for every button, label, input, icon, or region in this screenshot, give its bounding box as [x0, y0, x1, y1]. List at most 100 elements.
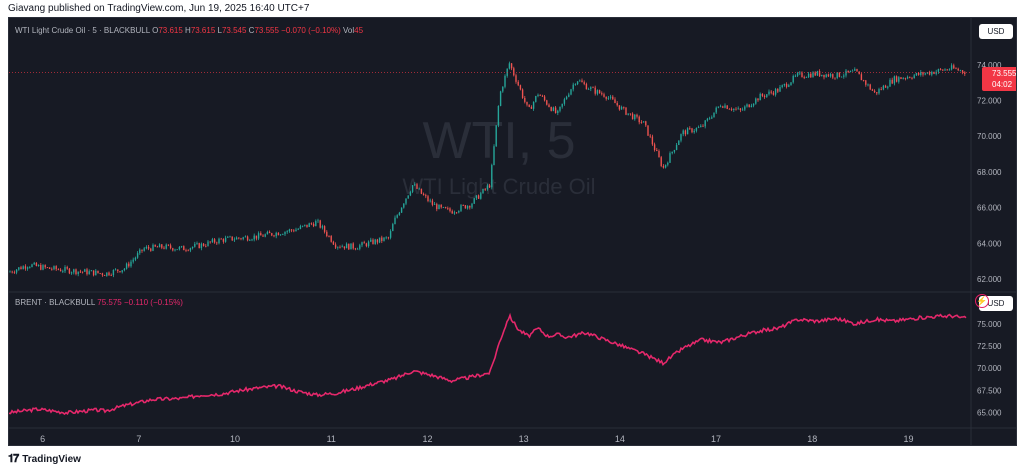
wti-candle-body: [26, 267, 29, 269]
wti-candle-body: [653, 144, 656, 150]
wti-candle-body: [460, 205, 462, 211]
wti-candle-body: [112, 269, 115, 276]
wti-candle-body: [409, 191, 412, 196]
wti-candle-body: [282, 234, 284, 236]
wti-candle-body: [40, 265, 42, 270]
wti-candle-body: [810, 73, 812, 78]
wti-candle-body: [383, 237, 385, 241]
wti-candle-body: [125, 263, 128, 269]
wti-candle-body: [53, 266, 55, 270]
wti-candle-body: [660, 157, 662, 167]
wti-candle-body: [156, 246, 159, 248]
wti-candle-body: [790, 82, 792, 86]
currency-button-top[interactable]: USD: [979, 24, 1013, 39]
wti-candle-body: [222, 239, 225, 242]
wti-candle-body: [240, 238, 242, 240]
wti-candle-body: [51, 268, 53, 270]
wti-candle-body: [948, 69, 951, 71]
wti-candle-body: [13, 272, 16, 274]
wti-candle-body: [807, 73, 810, 78]
wti-candle-body: [486, 185, 489, 190]
wti-candle-body: [198, 243, 200, 249]
wti-candle-body: [858, 71, 860, 75]
wti-candle-body: [546, 100, 548, 105]
wti-close-label: C: [248, 26, 255, 35]
brent-change: −0.110 (−0.15%): [123, 298, 183, 307]
wti-candle-body: [928, 72, 931, 75]
wti-candle-body: [618, 105, 621, 110]
wti-change: −0.070 (−0.10%): [281, 26, 341, 35]
wti-candle-body: [572, 84, 574, 90]
wti-candle-body: [739, 108, 742, 111]
wti-candle-body: [266, 231, 269, 235]
wti-candle-body: [488, 185, 491, 188]
wti-candle-body: [290, 229, 293, 231]
wti-candle-body: [913, 75, 915, 79]
wti-candle-body: [915, 73, 918, 76]
wti-candle-body: [576, 81, 579, 85]
wti-candle-body: [18, 267, 20, 270]
chart-frame[interactable]: WTI, 5 WTI Light Crude Oil 74.000 72.000 70.…: [8, 17, 1017, 446]
wti-candle-body: [552, 107, 555, 111]
wti-candle-body: [825, 74, 827, 78]
wti-candle-body: [295, 229, 297, 232]
wti-candle-body: [814, 72, 816, 76]
wti-candle-body: [81, 271, 84, 273]
wti-candle-body: [86, 269, 88, 275]
wti-candle-body: [508, 63, 511, 69]
wti-candle-body: [95, 270, 97, 276]
wti-candle-body: [543, 96, 546, 101]
wti-candle-body: [477, 195, 480, 199]
wti-candle-body: [722, 106, 724, 108]
lightning-icon[interactable]: ⚡: [975, 294, 989, 308]
wti-candle-body: [845, 70, 847, 76]
wti-candle-body: [123, 268, 126, 271]
wti-candle-body: [570, 89, 572, 95]
wti-candle-body: [374, 239, 376, 245]
wti-candle-body: [783, 83, 786, 86]
wti-candle-body: [70, 272, 73, 274]
wti-candle-body: [594, 87, 596, 94]
wti-candle-body: [264, 234, 266, 237]
wti-candle-body: [629, 113, 632, 115]
wti-candle-body: [35, 262, 38, 267]
wti-candle-body: [425, 195, 427, 197]
wti-candle-body: [889, 79, 891, 87]
wti-candle-body: [581, 80, 583, 83]
wti-candle-body: [134, 257, 137, 260]
wti-candle-body: [376, 239, 379, 243]
wti-candle-body: [535, 96, 537, 102]
wti-candle-body: [541, 95, 544, 97]
wti-candle-body: [862, 80, 865, 81]
wti-candle-body: [299, 226, 302, 229]
brent-ytick-label: 67.500: [977, 386, 1002, 395]
wti-candle-body: [161, 244, 163, 248]
wti-candle-body: [354, 248, 357, 250]
wti-candle-body: [271, 233, 273, 236]
wti-candle-body: [603, 94, 605, 97]
wti-candle-body: [497, 105, 500, 126]
wti-candle-body: [150, 248, 152, 251]
wti-candle-body: [343, 246, 346, 249]
wti-candle-body: [686, 128, 689, 135]
wti-candle-body: [165, 244, 167, 249]
wti-candle-body: [838, 72, 841, 77]
x-tick-label: 12: [422, 434, 432, 444]
x-tick-label: 19: [903, 434, 913, 444]
wti-candle-body: [642, 121, 645, 123]
wti-candle-body: [711, 117, 713, 119]
wti-candle-body: [141, 249, 143, 251]
wti-candle-body: [854, 69, 856, 71]
x-tick-label: 13: [519, 434, 529, 444]
wti-candle-body: [860, 74, 863, 81]
wti-candle-body: [108, 272, 110, 276]
wti-candle-body: [631, 113, 634, 120]
wti-candle-body: [788, 85, 790, 87]
wti-candle-body: [110, 275, 112, 276]
wti-candle-body: [334, 244, 337, 248]
wti-candle-body: [568, 94, 570, 97]
wti-candle-body: [306, 224, 308, 227]
wti-candle-body: [464, 205, 467, 209]
wti-candle-body: [202, 243, 205, 246]
